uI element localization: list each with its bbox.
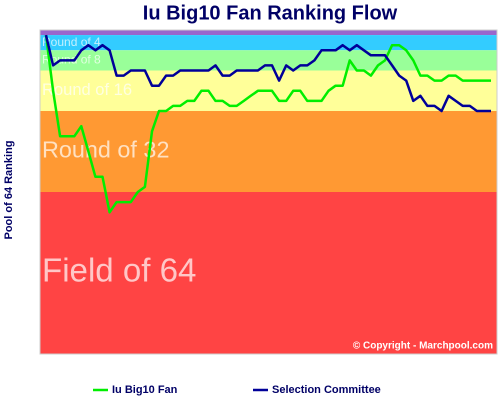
copyright: © Copyright - Marchpool.com	[353, 341, 493, 352]
band	[40, 192, 497, 354]
band	[40, 111, 497, 192]
y-axis-label: Pool of 64 Ranking	[3, 140, 15, 239]
plot-border	[39, 29, 498, 355]
band-label: Round of 16	[42, 80, 132, 99]
legend-label: Selection Committee	[272, 384, 381, 396]
series-line	[44, 34, 491, 214]
band	[40, 30, 497, 36]
band	[40, 35, 497, 51]
series-line	[44, 34, 491, 113]
legend-label: Iu Big10 Fan	[112, 384, 178, 396]
chart-title: Iu Big10 Fan Ranking Flow	[143, 2, 398, 24]
band	[40, 50, 497, 71]
band-label: Field of 64	[42, 253, 196, 290]
